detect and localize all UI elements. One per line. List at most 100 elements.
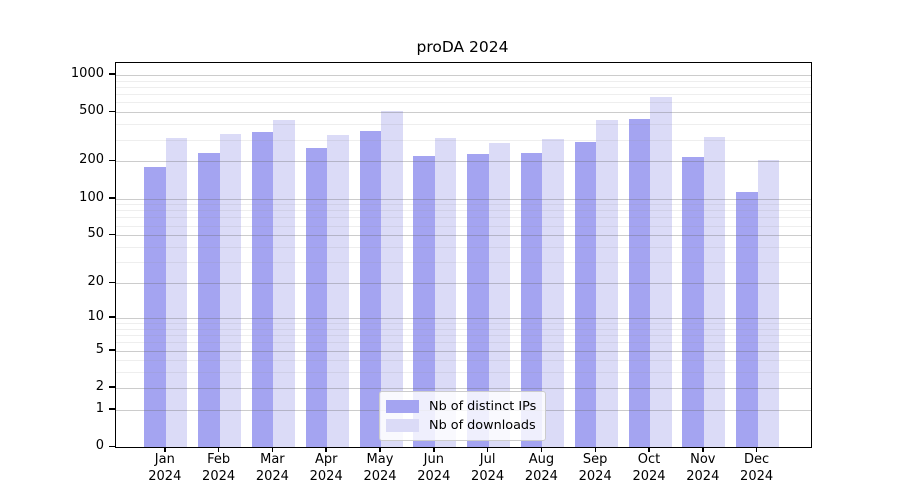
major-gridline	[116, 317, 811, 319]
x-tick-mark	[433, 447, 435, 452]
y-tick-mark	[109, 197, 115, 199]
minor-gridline	[116, 372, 811, 374]
minor-gridline	[116, 139, 811, 141]
legend-label: Nb of distinct IPs	[429, 399, 537, 414]
x-tick-mark	[648, 447, 650, 452]
legend-label: Nb of downloads	[429, 418, 536, 433]
major-gridline	[116, 350, 811, 352]
major-gridline	[116, 112, 811, 114]
bar-downloads-sep	[596, 120, 618, 447]
bar-downloads-aug	[542, 139, 564, 447]
bar-downloads-jan	[165, 137, 188, 447]
x-tick-label-oct: Oct 2024	[632, 452, 666, 484]
bar-ips-jan	[144, 167, 166, 447]
plot-area: Nb of distinct IPs Nb of downloads	[115, 62, 812, 448]
minor-gridline	[116, 102, 811, 104]
y-tick-label: 5	[95, 341, 104, 357]
bar-downloads-mar	[273, 120, 295, 447]
y-tick-mark	[109, 233, 115, 236]
minor-gridline	[116, 262, 811, 264]
x-tick-label-nov: Nov 2024	[686, 452, 720, 484]
bar-ips-feb	[198, 152, 220, 447]
y-tick-mark	[109, 386, 115, 388]
bar-ips-aug	[520, 152, 543, 447]
legend-swatch	[386, 419, 419, 432]
major-gridline	[116, 161, 811, 163]
minor-gridline	[116, 247, 811, 248]
minor-gridline	[116, 342, 811, 344]
bar-downloads-dec	[757, 159, 780, 447]
bar-downloads-feb	[219, 134, 242, 447]
legend: Nb of distinct IPs Nb of downloads	[379, 391, 547, 441]
chart-title: proDA 2024	[416, 38, 509, 56]
minor-gridline	[116, 360, 811, 362]
y-tick-mark	[109, 445, 115, 447]
x-tick-label-apr: Apr 2024	[309, 452, 343, 484]
x-tick-mark	[755, 447, 758, 452]
bar-downloads-apr	[327, 135, 349, 447]
major-gridline	[116, 235, 811, 237]
bar-downloads-oct	[650, 96, 672, 447]
minor-gridline	[116, 217, 811, 219]
x-tick-label-jan: Jan 2024	[148, 452, 182, 484]
bar-ips-apr	[305, 147, 328, 447]
minor-gridline	[116, 124, 811, 126]
minor-gridline	[116, 80, 811, 82]
bar-downloads-jul	[488, 143, 511, 447]
major-gridline	[116, 198, 811, 200]
x-tick-label-mar: Mar 2024	[255, 452, 289, 484]
legend-entry-ips: Nb of distinct IPs	[386, 397, 536, 416]
bar-downloads-jun	[434, 137, 457, 447]
y-tick-label: 500	[79, 103, 104, 119]
y-tick-label: 1	[95, 400, 104, 416]
legend-entry-downloads: Nb of downloads	[386, 416, 536, 435]
minor-gridline	[116, 204, 811, 206]
x-tick-mark	[702, 447, 704, 452]
x-tick-label-feb: Feb 2024	[202, 452, 236, 484]
y-tick-label: 0	[95, 438, 104, 453]
minor-gridline	[116, 335, 811, 336]
minor-gridline	[116, 86, 811, 88]
bar-ips-jul	[467, 153, 489, 447]
x-tick-label-may: May 2024	[363, 452, 397, 484]
major-gridline	[116, 283, 811, 284]
x-tick-mark	[271, 447, 274, 452]
bar-ips-may	[359, 131, 381, 447]
y-tick-mark	[109, 349, 115, 351]
x-tick-label-sep: Sep 2024	[578, 452, 612, 484]
y-tick-mark	[109, 159, 115, 162]
minor-gridline	[116, 328, 811, 330]
bar-ips-mar	[251, 132, 274, 447]
minor-gridline	[116, 210, 811, 212]
y-tick-mark	[109, 281, 115, 283]
y-tick-label: 20	[87, 274, 104, 289]
y-tick-mark	[109, 110, 115, 113]
y-tick-label: 200	[79, 152, 104, 168]
major-gridline	[116, 387, 811, 389]
x-tick-mark	[325, 447, 327, 452]
y-tick-label: 2	[95, 378, 104, 394]
legend-swatch	[386, 400, 419, 413]
major-gridline	[116, 74, 811, 76]
x-tick-label-dec: Dec 2024	[740, 452, 774, 484]
x-tick-mark	[164, 447, 166, 452]
bar-ips-jun	[413, 155, 435, 447]
y-tick-mark	[109, 408, 115, 410]
minor-gridline	[116, 323, 811, 324]
x-tick-label-aug: Aug 2024	[524, 452, 558, 484]
bar-ips-dec	[736, 191, 758, 447]
y-tick-label: 100	[79, 189, 104, 205]
bar-ips-oct	[628, 119, 650, 447]
x-tick-mark	[540, 447, 543, 452]
bar-ips-sep	[574, 142, 597, 447]
x-tick-mark	[217, 447, 220, 452]
x-tick-label-jul: Jul 2024	[471, 452, 505, 484]
bar-downloads-nov	[703, 137, 726, 447]
y-tick-mark	[109, 73, 115, 75]
bar-ips-nov	[682, 156, 704, 447]
x-tick-label-jun: Jun 2024	[417, 452, 451, 484]
bar-downloads-may	[381, 111, 403, 447]
y-tick-mark	[109, 316, 115, 318]
x-tick-mark	[594, 447, 596, 452]
